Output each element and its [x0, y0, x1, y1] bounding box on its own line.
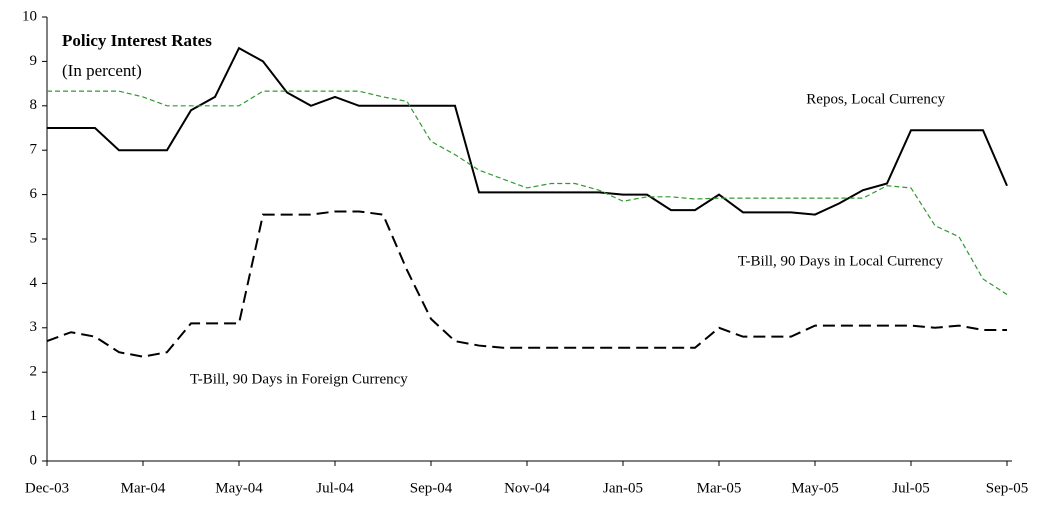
y-tick-label: 3 [30, 319, 38, 335]
x-tick-label: Dec-03 [25, 480, 69, 496]
series-label: Repos, Local Currency [806, 91, 945, 107]
series-label: T-Bill, 90 Days in Foreign Currency [190, 371, 408, 387]
x-tick-label: Mar-04 [121, 480, 166, 496]
x-tick-label: Mar-05 [697, 480, 742, 496]
y-tick-label: 4 [30, 275, 38, 291]
y-tick-label: 9 [30, 53, 38, 69]
series-line [47, 46, 1008, 216]
y-tick-label: 2 [30, 364, 38, 380]
series-label: T-Bill, 90 Days in Local Currency [738, 253, 944, 269]
y-tick-label: 5 [30, 230, 38, 246]
y-tick-label: 0 [30, 452, 38, 468]
chart-subtitle: (In percent) [62, 61, 142, 80]
x-tick-label: Sep-05 [986, 480, 1029, 496]
y-tick-label: 7 [30, 142, 38, 158]
chart-title: Policy Interest Rates [62, 31, 212, 50]
x-tick-label: May-04 [215, 480, 263, 496]
x-tick-label: Nov-04 [504, 480, 550, 496]
x-tick-label: Sep-04 [410, 480, 453, 496]
y-tick-label: 8 [30, 97, 38, 113]
x-tick-label: Jan-05 [603, 480, 643, 496]
x-tick-label: May-05 [791, 480, 839, 496]
y-tick-label: 1 [30, 408, 38, 424]
series-line [46, 210, 1007, 358]
series-line [47, 90, 1008, 296]
y-tick-label: 6 [30, 186, 38, 202]
x-tick-label: Jul-05 [892, 480, 930, 496]
x-tick-label: Jul-04 [316, 480, 354, 496]
y-tick-label: 10 [22, 8, 37, 24]
